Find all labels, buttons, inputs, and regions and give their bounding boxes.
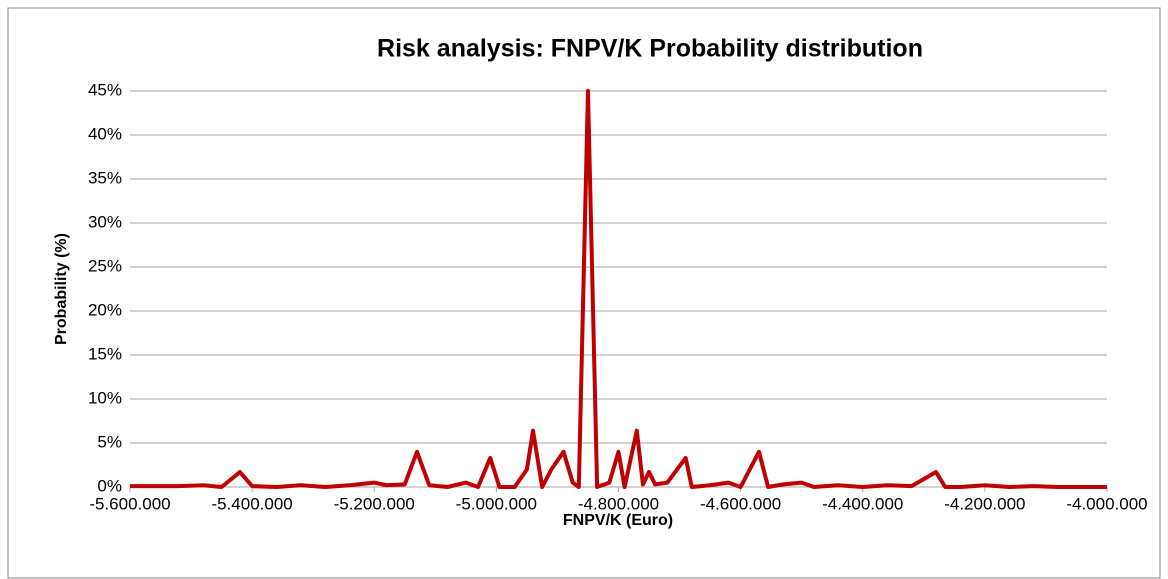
chart-title: Risk analysis: FNPV/K Probability distri… bbox=[377, 35, 923, 63]
y-tick-label: 25% bbox=[88, 256, 122, 275]
y-tick-label: 45% bbox=[88, 80, 122, 99]
y-tick-label: 35% bbox=[88, 168, 122, 187]
x-tick-label: -5.000.000 bbox=[456, 494, 537, 513]
x-tick-label: -5.200.000 bbox=[334, 494, 415, 513]
y-tick-label: 10% bbox=[88, 388, 122, 407]
y-tick-label: 40% bbox=[88, 124, 122, 143]
data-line bbox=[130, 89, 1107, 489]
x-tick-label: -4.400.000 bbox=[822, 494, 903, 513]
x-tick-label: -5.600.000 bbox=[89, 494, 170, 513]
y-tick-label: 5% bbox=[97, 432, 122, 451]
y-tick-label: 30% bbox=[88, 212, 122, 231]
x-tick-label: -4.800.000 bbox=[578, 494, 659, 513]
y-tick-label: 20% bbox=[88, 300, 122, 319]
x-tick-label: -4.200.000 bbox=[944, 494, 1025, 513]
y-axis-label: Probability (%) bbox=[53, 233, 70, 345]
x-tick-label: -4.000.000 bbox=[1066, 494, 1147, 513]
x-tick-label: -5.400.000 bbox=[211, 494, 292, 513]
y-tick-label: 15% bbox=[88, 344, 122, 363]
y-tick-label: 0% bbox=[97, 476, 122, 495]
x-tick-label: -4.600.000 bbox=[700, 494, 781, 513]
x-axis-label: FNPV/K (Euro) bbox=[563, 512, 673, 529]
